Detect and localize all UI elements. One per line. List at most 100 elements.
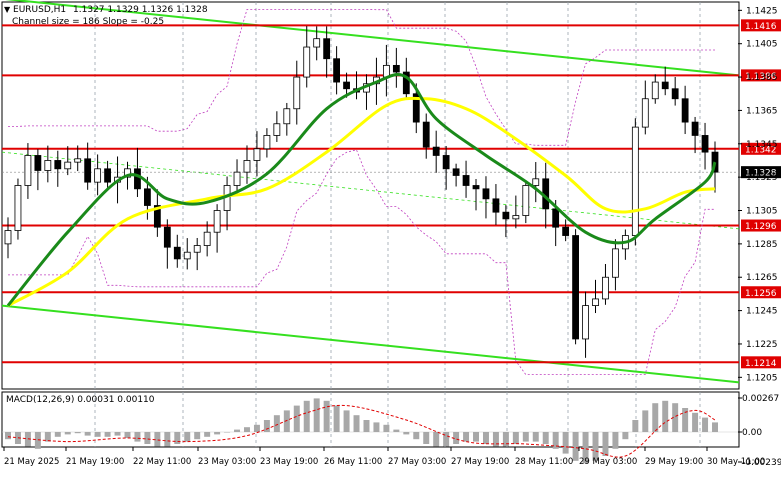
macd-bar bbox=[522, 432, 529, 442]
macd-bar bbox=[592, 432, 599, 461]
macd-bar bbox=[712, 422, 718, 432]
candle-body bbox=[582, 305, 589, 340]
candle-body bbox=[592, 298, 599, 306]
dropdown-triangle-icon[interactable]: ▼ bbox=[4, 5, 11, 14]
candle bbox=[273, 111, 281, 142]
candle-body bbox=[681, 98, 689, 123]
candle bbox=[641, 80, 649, 135]
candle bbox=[522, 180, 530, 224]
candle-body bbox=[34, 155, 42, 171]
candle bbox=[183, 238, 191, 270]
price-tick-label: 1.1365 bbox=[746, 106, 778, 116]
macd-bar bbox=[214, 432, 221, 435]
price-tick-label: 1.1265 bbox=[746, 273, 778, 283]
candle-body bbox=[153, 205, 161, 228]
candle-body bbox=[183, 251, 191, 260]
macd-bar bbox=[243, 427, 250, 432]
current-price-tag bbox=[741, 166, 781, 179]
candle bbox=[392, 47, 400, 88]
level-tag bbox=[741, 69, 781, 82]
macd-bar bbox=[363, 420, 370, 432]
candle bbox=[233, 159, 241, 195]
macd-bar bbox=[64, 432, 71, 435]
candle bbox=[492, 184, 500, 226]
candle-body bbox=[562, 226, 570, 236]
slow-moving-average bbox=[7, 96, 716, 307]
candle-body bbox=[124, 168, 131, 178]
candle-body bbox=[303, 46, 311, 78]
candle bbox=[512, 195, 520, 229]
candle-body bbox=[14, 185, 22, 231]
macd-panel: 0.00267 0.00 -0.00239 bbox=[2, 394, 781, 468]
macd-bar bbox=[204, 432, 211, 437]
macd-bar bbox=[702, 417, 709, 432]
macd-bar bbox=[184, 432, 191, 442]
candle-body bbox=[283, 108, 291, 125]
candle-body bbox=[552, 208, 560, 228]
candle-body bbox=[253, 148, 261, 161]
macd-bar bbox=[473, 432, 480, 442]
candle-body bbox=[631, 126, 639, 236]
candle bbox=[462, 160, 470, 198]
macd-bar bbox=[114, 432, 121, 436]
candle bbox=[681, 85, 689, 135]
macd-bar bbox=[353, 415, 360, 432]
macd-bar bbox=[323, 400, 330, 432]
trend-channel bbox=[1, 0, 740, 384]
candle bbox=[661, 66, 669, 96]
candle-body bbox=[701, 135, 709, 153]
price-tick-label: 1.1305 bbox=[746, 207, 778, 217]
macd-bar bbox=[682, 408, 689, 432]
macd-bar bbox=[612, 432, 619, 449]
envelope-bands bbox=[8, 9, 715, 375]
main-frame bbox=[1, 1, 740, 390]
candle-body bbox=[572, 235, 579, 340]
candle bbox=[691, 116, 699, 154]
candle-body bbox=[243, 160, 251, 173]
macd-bar bbox=[502, 432, 509, 447]
macd-bar bbox=[303, 400, 310, 432]
macd-bar bbox=[692, 412, 699, 432]
macd-bar bbox=[532, 432, 539, 442]
candle-body bbox=[442, 155, 450, 170]
price-tick-label: 1.1385 bbox=[746, 73, 778, 83]
candle-body bbox=[273, 123, 281, 136]
candle-body bbox=[452, 168, 460, 176]
candle-body bbox=[313, 38, 321, 48]
macd-bar bbox=[642, 410, 649, 432]
time-label: 23 May 03:00 bbox=[198, 457, 256, 467]
macd-bar bbox=[283, 410, 290, 432]
macd-bar bbox=[154, 432, 161, 447]
candle bbox=[173, 234, 181, 268]
macd-bar bbox=[672, 403, 679, 432]
level-tag bbox=[741, 286, 781, 299]
candle bbox=[24, 143, 32, 199]
macd-bar bbox=[652, 403, 659, 432]
macd-bar bbox=[582, 432, 589, 464]
price-tick-label: 1.1345 bbox=[746, 140, 778, 150]
macd-bar bbox=[44, 432, 51, 442]
candle bbox=[651, 74, 659, 104]
candle bbox=[313, 26, 321, 61]
macd-bar bbox=[383, 424, 390, 432]
level-tag bbox=[741, 19, 781, 32]
macd-bar bbox=[492, 432, 499, 447]
macd-bar bbox=[234, 429, 241, 432]
level-label: 1.1416 bbox=[745, 22, 777, 32]
candle bbox=[452, 163, 460, 187]
macd-bar bbox=[413, 432, 420, 440]
price-levels: 1.1416 1.1386 1.1342 1.1296 1.1256 1.1214 1.13… bbox=[2, 19, 781, 369]
macd-bar bbox=[453, 432, 460, 444]
level-label: 1.1256 bbox=[745, 289, 777, 299]
candle-body bbox=[502, 211, 510, 220]
candle bbox=[631, 118, 639, 246]
candle-body bbox=[432, 146, 440, 156]
ohlc-values: 1.1327 1.1329 1.1326 1.1328 bbox=[73, 5, 208, 15]
macd-bar bbox=[433, 432, 440, 447]
candle-body bbox=[24, 155, 32, 186]
macd-bar bbox=[542, 432, 549, 444]
candle-body bbox=[94, 168, 102, 183]
candle bbox=[134, 147, 141, 197]
macd-bar bbox=[124, 432, 131, 438]
candle-body bbox=[472, 185, 480, 190]
